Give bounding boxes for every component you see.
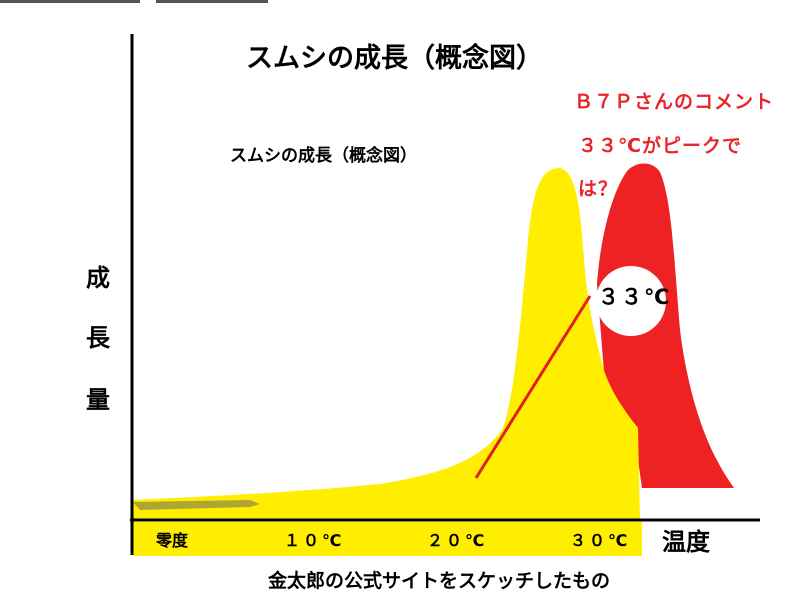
tick-label-band	[132, 522, 642, 556]
yellow-growth-curve	[132, 168, 640, 520]
x-tick-label: １０℃	[284, 531, 345, 550]
comment-line-3: は？	[578, 178, 619, 200]
red-trend-line	[474, 295, 592, 479]
caption: 金太郎の公式サイトをスケッチしたもの	[268, 570, 611, 592]
red-growth-curve	[597, 163, 734, 488]
comment-line-2: ３３℃がピークで	[578, 135, 743, 157]
y-axis-label-char: 長	[86, 324, 110, 352]
y-axis-label-char: 量	[86, 386, 110, 414]
x-tick-label: 零度	[156, 531, 189, 550]
peak-temperature-label: ３３℃	[598, 285, 672, 309]
top-edge-line	[156, 0, 268, 3]
x-tick-label: ３０℃	[570, 531, 631, 550]
peak-circle	[596, 266, 666, 336]
baseline-smudge	[133, 500, 260, 510]
diagram-subtitle: スムシの成長（概念図）	[230, 146, 417, 166]
top-edge-line	[0, 0, 140, 3]
x-axis-label: 温度	[662, 528, 710, 556]
comment-line-1: Ｂ７Ｐさんのコメント	[574, 91, 775, 113]
diagram-title: スムシの成長（概念図）	[246, 43, 543, 74]
y-axis-label-char: 成	[86, 264, 110, 292]
x-tick-label: ２０℃	[427, 531, 488, 550]
